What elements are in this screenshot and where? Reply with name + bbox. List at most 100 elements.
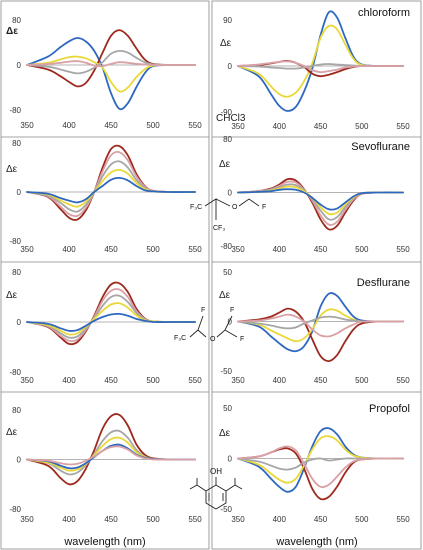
y-tick-label: -80: [9, 237, 21, 246]
y-tick-label: 0: [17, 318, 22, 327]
sevo-bonds: [204, 198, 260, 220]
x-tick-label: 400: [62, 515, 76, 524]
des-f1-label: F: [201, 307, 205, 314]
x-tick-label: 550: [396, 245, 410, 254]
x-tick-label: 400: [273, 515, 287, 524]
x-tick-label: 400: [62, 121, 76, 130]
y-axis-label: Δε: [6, 290, 18, 301]
x-tick-label: 500: [355, 515, 369, 524]
x-tick-label: 450: [104, 515, 118, 524]
des-f2-label: F: [230, 307, 234, 314]
des-f3c-label: F₃C: [174, 335, 186, 342]
x-tick-label: 350: [20, 245, 34, 254]
y-tick-label: 80: [12, 16, 21, 25]
y-tick-label: 0: [228, 62, 233, 71]
x-tick-label: 400: [273, 122, 287, 131]
y-tick-label: -80: [9, 106, 21, 115]
sevoflurane-structure: F₃C CF₃ O F: [190, 198, 266, 232]
right-column-frame: [211, 0, 422, 550]
x-tick-label: 400: [62, 376, 76, 385]
x-axis-title-right: wavelength (nm): [275, 536, 357, 548]
y-tick-label: -80: [9, 505, 21, 514]
y-tick-label: 80: [12, 139, 21, 148]
series-line: [26, 55, 196, 93]
x-tick-label: 350: [20, 376, 34, 385]
propofol-oh-label: OH: [210, 467, 222, 476]
series-line: [26, 312, 196, 332]
panel-title: Propofol: [369, 403, 410, 415]
x-tick-label: 550: [396, 515, 410, 524]
y-tick-label: 80: [12, 406, 21, 415]
y-axis-label: Δε: [6, 164, 18, 175]
x-tick-label: 550: [396, 376, 410, 385]
x-tick-label: 450: [314, 376, 328, 385]
x-tick-label: 450: [314, 245, 328, 254]
x-tick-label: 400: [62, 245, 76, 254]
y-tick-label: 0: [228, 455, 233, 464]
panel-propofol-left: -80 0 80 350 400 450 500 550 Δε: [6, 406, 202, 524]
y-tick-label: 0: [17, 456, 22, 465]
x-tick-label: 450: [314, 122, 328, 131]
panel-title: Sevoflurane: [351, 141, 410, 153]
series-line: [26, 49, 196, 75]
sevo-o-label: O: [232, 204, 238, 211]
y-tick-label: 0: [228, 318, 233, 327]
x-tick-label: 500: [146, 245, 160, 254]
y-axis-label: Δε: [220, 38, 232, 49]
series-line: [237, 313, 404, 338]
y-tick-label: -50: [220, 505, 232, 514]
x-tick-label: 450: [104, 121, 118, 130]
y-axis-label: Δε: [219, 290, 231, 301]
y-tick-label: 50: [223, 404, 232, 413]
series-line: [237, 315, 404, 330]
x-tick-label: 450: [104, 376, 118, 385]
x-tick-label: 350: [231, 515, 245, 524]
x-axis-title-left: wavelength (nm): [63, 536, 145, 548]
x-tick-label: 350: [231, 376, 245, 385]
y-tick-label: -90: [220, 108, 232, 117]
x-tick-label: 500: [355, 245, 369, 254]
y-tick-label: -80: [220, 242, 232, 251]
desflurane-structure: F₃C F O F F: [174, 307, 244, 343]
y-axis-label: Δε: [6, 427, 18, 438]
panel-title: Desflurane: [357, 277, 410, 289]
series-line: [26, 29, 196, 88]
sevo-f-label: F: [262, 204, 266, 211]
series-line: [26, 445, 196, 466]
y-axis-label: Δε: [219, 159, 231, 170]
x-tick-label: 550: [396, 122, 410, 131]
y-tick-label: 80: [223, 135, 232, 144]
x-tick-label: 400: [273, 376, 287, 385]
x-tick-label: 450: [104, 245, 118, 254]
des-bonds: [189, 315, 238, 338]
panel-chloroform-left: -80 0 80 350 400 450 500 550 Δε: [6, 16, 202, 130]
y-tick-label: 0: [17, 188, 22, 197]
panel-title: chloroform: [358, 7, 410, 19]
y-tick-label: 0: [17, 61, 22, 70]
series-line: [26, 60, 196, 68]
chcl3-annotation: CHCl3: [216, 113, 246, 124]
series-line: [237, 188, 404, 211]
series-line: [26, 413, 196, 486]
y-tick-label: 80: [12, 268, 21, 277]
panel-chloroform-right: -90 0 90 350 400 450 500 550 Δε chloroform: [220, 7, 410, 131]
y-tick-label: 90: [223, 16, 232, 25]
series-line: [237, 24, 404, 98]
x-tick-label: 550: [188, 245, 202, 254]
panel-desflurane-right: -50 0 50 350 400 450 500 550 Δε Desflurane: [219, 268, 410, 385]
des-o-label: O: [210, 336, 216, 343]
des-f3-label: F: [240, 336, 244, 343]
y-axis-label: Δε: [6, 26, 18, 37]
series-line: [26, 37, 196, 111]
y-tick-label: 0: [228, 189, 233, 198]
x-tick-label: 550: [188, 376, 202, 385]
sevo-f3c-label: F₃C: [190, 204, 202, 211]
x-tick-label: 500: [146, 376, 160, 385]
x-tick-label: 500: [355, 122, 369, 131]
series-line: [237, 60, 404, 74]
series-line: [237, 435, 404, 484]
y-tick-label: 50: [223, 268, 232, 277]
series-line: [237, 445, 404, 489]
